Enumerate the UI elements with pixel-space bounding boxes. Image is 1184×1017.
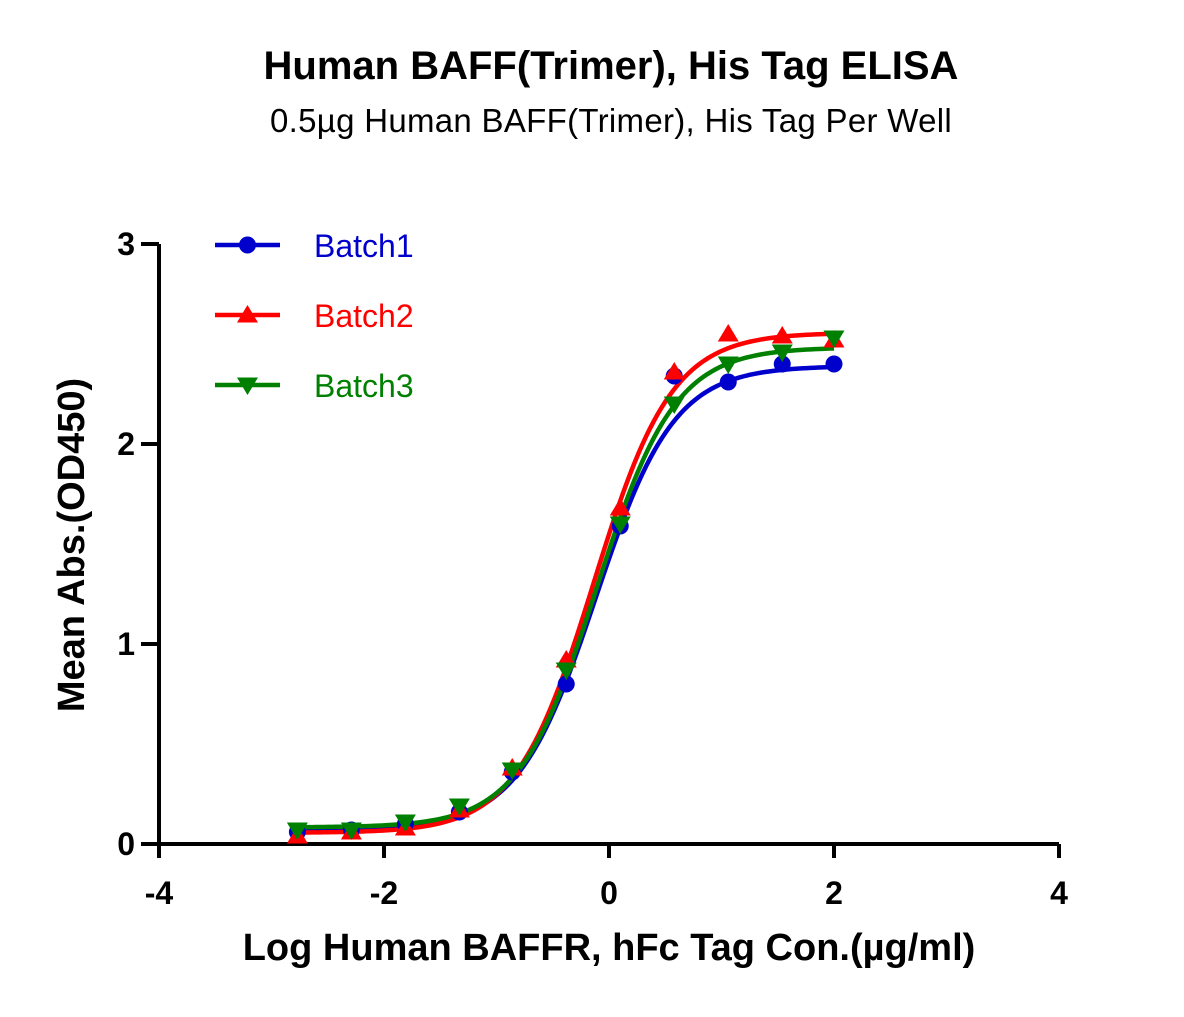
- data-point-batch3: [394, 814, 416, 832]
- data-point-batch3: [286, 822, 308, 840]
- x-axis-title: Log Human BAFFR, hFc Tag Con.(µg/ml): [243, 927, 976, 969]
- data-point-batch1: [773, 355, 791, 373]
- x-tick-label: -4: [145, 875, 174, 911]
- data-point-batch3: [717, 356, 739, 374]
- y-tick-label: 1: [117, 626, 135, 662]
- legend: Batch1 Batch2 Batch3: [215, 228, 414, 404]
- data-point-batch3: [663, 396, 685, 414]
- data-point-batch2: [771, 326, 793, 344]
- fit-curve-batch2: [297, 331, 835, 835]
- data-point-batch2: [609, 498, 631, 516]
- data-point-batch2: [717, 324, 739, 342]
- data-point-batch3: [609, 516, 631, 534]
- legend-label-batch3: Batch3: [314, 368, 414, 404]
- data-point-batch2: [663, 362, 685, 380]
- legend-marker-batch2: [237, 305, 258, 323]
- legend-marker-batch1: [239, 236, 256, 254]
- y-axis-title: Mean Abs.(OD450): [51, 378, 93, 712]
- data-point-batch3: [771, 344, 793, 362]
- data-points: [286, 324, 845, 844]
- axes: -4 -2 0 2 4 0 1 2 3: [117, 226, 1068, 911]
- data-point-batch3: [501, 762, 523, 780]
- data-point-batch1: [719, 373, 737, 391]
- fit-curve-batch1: [297, 364, 835, 832]
- y-tick-label: 2: [117, 426, 135, 462]
- data-point-batch1: [557, 675, 575, 693]
- fit-curves: [297, 331, 835, 835]
- chart-title: Human BAFF(Trimer), His Tag ELISA: [263, 44, 959, 88]
- x-tick-label: 2: [825, 875, 843, 911]
- y-tick-label: 3: [117, 226, 135, 262]
- legend-marker-batch3: [237, 377, 258, 395]
- data-point-batch3: [448, 798, 470, 816]
- data-point-batch3: [340, 822, 362, 840]
- legend-label-batch1: Batch1: [314, 228, 414, 264]
- y-tick-label: 0: [117, 826, 135, 862]
- fit-curve-batch3: [297, 346, 835, 830]
- chart-subtitle: 0.5µg Human BAFF(Trimer), His Tag Per We…: [270, 102, 952, 139]
- x-tick-label: 0: [600, 875, 618, 911]
- data-point-batch3: [823, 330, 845, 348]
- legend-label-batch2: Batch2: [314, 298, 414, 334]
- x-tick-label: -2: [370, 875, 398, 911]
- data-point-batch1: [825, 355, 843, 373]
- data-point-batch3: [555, 662, 577, 680]
- x-tick-label: 4: [1050, 875, 1068, 911]
